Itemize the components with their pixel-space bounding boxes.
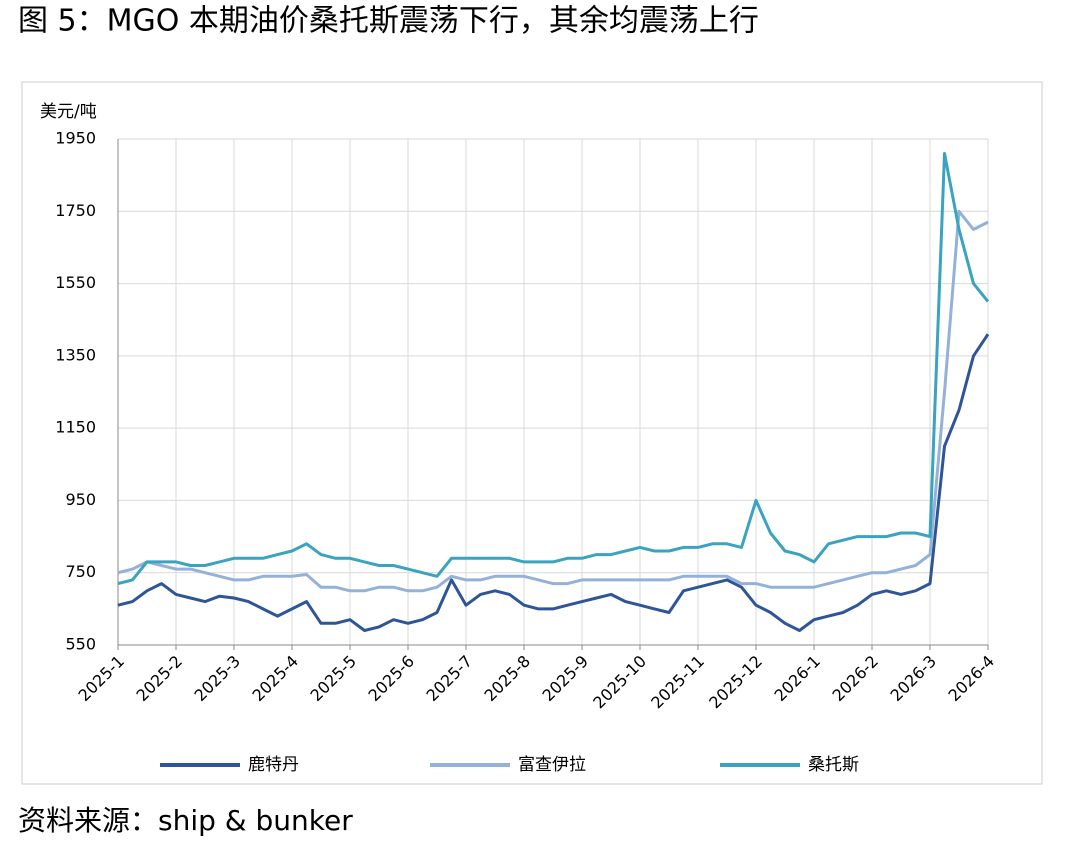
- series-line: [117, 333, 990, 632]
- y-tick-label: 950: [65, 490, 96, 509]
- source: 资料来源：ship & bunker: [18, 804, 353, 837]
- legend-label: 桑托斯: [808, 755, 859, 775]
- legend-label: 鹿特丹: [248, 755, 299, 775]
- figure-title: 图 5：MGO 本期油价桑托斯震荡下行，其余均震荡上行: [18, 4, 759, 39]
- y-axis-label: 美元/吨: [40, 102, 97, 122]
- series-line: [117, 209, 989, 593]
- legend-label: 富查伊拉: [518, 755, 586, 775]
- y-tick-label: 1950: [55, 129, 96, 148]
- series-line: [117, 152, 990, 586]
- y-tick-label: 550: [65, 635, 96, 654]
- y-tick-label: 750: [65, 562, 96, 581]
- y-tick-label: 1550: [55, 273, 96, 292]
- y-tick-label: 1150: [55, 418, 96, 437]
- y-tick-label: 1350: [55, 345, 96, 364]
- chart-frame: [21, 81, 1043, 785]
- y-tick-label: 1750: [55, 201, 96, 220]
